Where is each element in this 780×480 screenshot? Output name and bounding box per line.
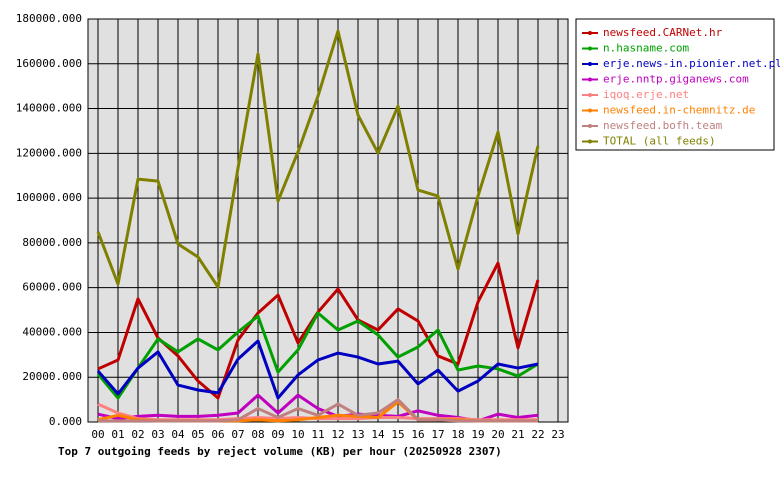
legend-marker (588, 108, 592, 113)
legend-marker (588, 124, 592, 128)
chart-title: Top 7 outgoing feeds by reject volume (K… (58, 445, 502, 458)
series-line (96, 311, 539, 400)
series-line (96, 339, 539, 400)
legend-label: TOTAL (all feeds) (603, 135, 716, 148)
legend-marker (588, 139, 592, 144)
y-tick-label: 40000.000 (22, 325, 82, 338)
x-tick-label: 00 (91, 428, 104, 441)
y-tick-label: 0.000 (49, 415, 82, 428)
x-tick-label: 11 (311, 428, 324, 441)
legend-label: newsfeed.CARNet.hr (603, 26, 723, 39)
legend-label: newsfeed.in-chemnitz.de (603, 104, 755, 117)
x-tick-label: 06 (211, 428, 224, 441)
series-line (96, 29, 540, 289)
y-tick-label: 120000.000 (16, 146, 82, 159)
x-tick-label: 13 (351, 428, 364, 441)
series-line (98, 398, 538, 423)
x-tick-label: 21 (511, 428, 524, 441)
x-tick-label: 17 (431, 428, 444, 441)
y-tick-label: 60000.000 (22, 281, 82, 294)
y-tick-label: 80000.000 (22, 236, 82, 249)
x-tick-label: 08 (251, 428, 264, 441)
x-tick-label: 12 (331, 428, 344, 441)
legend-marker (588, 46, 592, 51)
x-tick-label: 02 (131, 428, 144, 441)
x-tick-label: 15 (391, 428, 404, 441)
plot-area (87, 18, 569, 423)
legend-box (575, 18, 775, 151)
y-tick-label: 20000.000 (22, 370, 82, 383)
x-tick-label: 09 (271, 428, 284, 441)
legend-marker (588, 77, 592, 82)
x-tick-label: 03 (151, 428, 164, 441)
x-tick-label: 16 (411, 428, 424, 441)
legend-marker (588, 62, 592, 66)
legend-label: newsfeed.bofh.team (603, 119, 723, 132)
legend-label: iqoq.erje.net (603, 88, 689, 101)
x-tick-label: 20 (491, 428, 504, 441)
x-tick-label: 18 (451, 428, 464, 441)
x-tick-label: 14 (371, 428, 385, 441)
x-tick-label: 19 (471, 428, 484, 441)
y-tick-label: 160000.000 (16, 57, 82, 70)
y-tick-label: 180000.000 (16, 12, 82, 25)
y-tick-label: 140000.000 (16, 102, 82, 115)
x-tick-label: 23 (551, 428, 564, 441)
x-tick-label: 04 (171, 428, 185, 441)
legend-marker (588, 31, 592, 35)
x-tick-label: 07 (231, 428, 244, 441)
legend-label: n.hasname.com (603, 42, 689, 55)
y-tick-label: 100000.000 (16, 191, 82, 204)
legend-label: erje.nntp.giganews.com (603, 73, 749, 86)
legend-label: erje.news-in.pionier.net.pl (603, 57, 780, 70)
legend-marker (588, 93, 592, 97)
x-tick-label: 10 (291, 428, 304, 441)
x-tick-label: 01 (111, 428, 124, 441)
x-tick-label: 22 (531, 428, 544, 441)
x-tick-label: 05 (191, 428, 204, 441)
